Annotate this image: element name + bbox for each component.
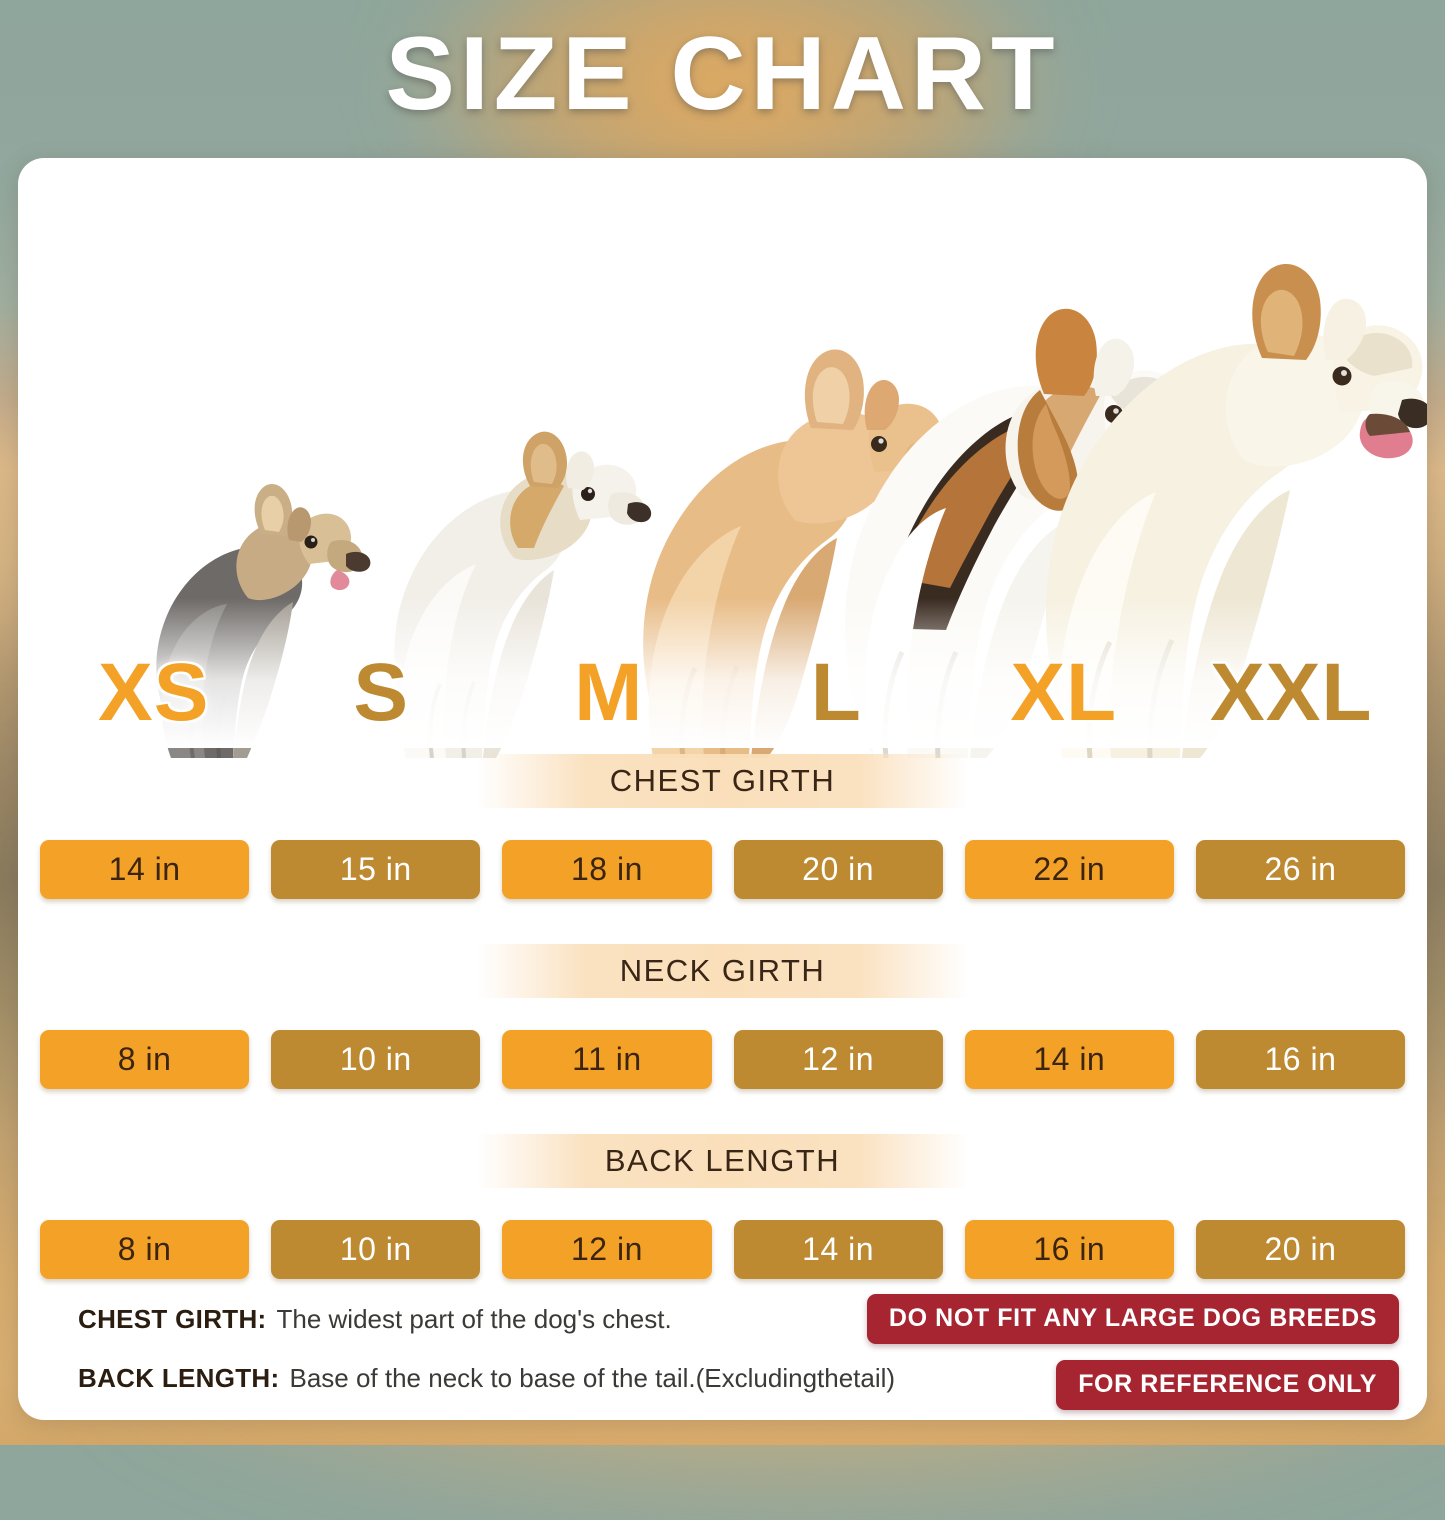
note-back-length-text: Base of the neck to base of the tail.(Ex… xyxy=(289,1363,896,1393)
section-chest-girth: CHEST GIRTH 14 in 15 in 18 in 20 in 22 i… xyxy=(40,754,1406,899)
page-title: SIZE CHART xyxy=(385,16,1060,132)
back-length-value-m: 12 in xyxy=(502,1220,712,1279)
badge-reference-only: FOR REFERENCE ONLY xyxy=(1056,1360,1399,1410)
neck-girth-value-s: 10 in xyxy=(271,1030,481,1089)
chest-girth-value-xs: 14 in xyxy=(40,840,250,899)
size-label-row: XS S M L XL XXL xyxy=(40,652,1405,734)
value-row-neck-girth: 8 in 10 in 11 in 12 in 14 in 16 in xyxy=(40,1030,1406,1089)
note-chest-girth-text: The widest part of the dog's chest. xyxy=(276,1304,672,1334)
badge-no-large-breeds: DO NOT FIT ANY LARGE DOG BREEDS xyxy=(866,1294,1399,1344)
chest-girth-value-xl: 22 in xyxy=(964,840,1174,899)
size-label-xs: XS xyxy=(98,647,210,738)
back-length-value-xs: 8 in xyxy=(40,1220,250,1279)
measurement-notes: CHEST GIRTH: The widest part of the dog'… xyxy=(78,1304,958,1420)
chest-girth-value-s: 15 in xyxy=(271,840,481,899)
back-length-value-xxl: 20 in xyxy=(1195,1220,1406,1279)
value-row-back-length: 8 in 10 in 12 in 14 in 16 in 20 in xyxy=(40,1220,1406,1279)
warning-badges: DO NOT FIT ANY LARGE DOG BREEDS FOR REFE… xyxy=(866,1294,1399,1420)
size-label-xl: XL xyxy=(1010,647,1118,738)
section-back-length: BACK LENGTH 8 in 10 in 12 in 14 in 16 in… xyxy=(40,1134,1406,1279)
size-label-m: M xyxy=(574,647,644,738)
size-label-xxl: XXL xyxy=(1210,647,1373,738)
neck-girth-value-l: 12 in xyxy=(733,1030,943,1089)
section-heading-back-length: BACK LENGTH xyxy=(40,1134,1405,1188)
chest-girth-value-m: 18 in xyxy=(502,840,712,899)
neck-girth-value-xl: 14 in xyxy=(964,1030,1174,1089)
note-back-length-label: BACK LENGTH: xyxy=(78,1363,280,1393)
neck-girth-value-xxl: 16 in xyxy=(1195,1030,1406,1089)
back-length-value-s: 10 in xyxy=(271,1220,481,1279)
note-back-length: BACK LENGTH: Base of the neck to base of… xyxy=(78,1363,958,1394)
neck-girth-value-m: 11 in xyxy=(502,1030,712,1089)
value-row-chest-girth: 14 in 15 in 18 in 20 in 22 in 26 in xyxy=(40,840,1406,899)
chest-girth-value-l: 20 in xyxy=(733,840,943,899)
size-label-s: S xyxy=(353,647,410,738)
chest-girth-value-xxl: 26 in xyxy=(1195,840,1406,899)
section-neck-girth: NECK GIRTH 8 in 10 in 11 in 12 in 14 in … xyxy=(40,944,1406,1089)
neck-girth-value-xs: 8 in xyxy=(40,1030,250,1089)
back-length-value-xl: 16 in xyxy=(964,1220,1174,1279)
size-chart-card: XS S M L XL XXL CHEST GIRTH 14 in 15 in … xyxy=(18,158,1427,1420)
size-label-l: L xyxy=(810,647,862,738)
section-heading-chest-girth: CHEST GIRTH xyxy=(40,754,1405,808)
section-heading-neck-girth: NECK GIRTH xyxy=(40,944,1405,998)
note-chest-girth-label: CHEST GIRTH: xyxy=(78,1304,267,1334)
back-length-value-l: 14 in xyxy=(733,1220,943,1279)
note-chest-girth: CHEST GIRTH: The widest part of the dog'… xyxy=(78,1304,958,1335)
